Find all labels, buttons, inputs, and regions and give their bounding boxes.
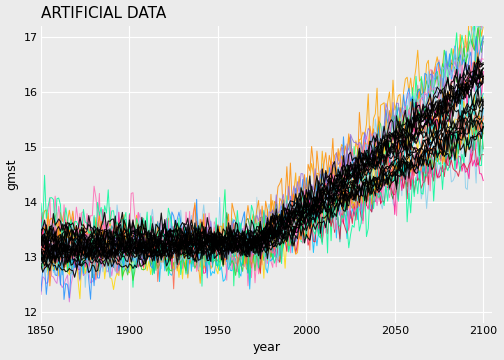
Text: ARTIFICIAL DATA: ARTIFICIAL DATA xyxy=(41,5,166,21)
Y-axis label: gmst: gmst xyxy=(6,159,19,190)
X-axis label: year: year xyxy=(253,341,281,355)
